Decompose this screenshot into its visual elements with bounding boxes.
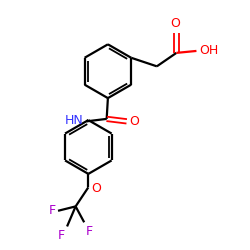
Text: F: F (48, 204, 56, 217)
Text: F: F (86, 225, 92, 238)
Text: O: O (170, 17, 180, 30)
Text: HN: HN (65, 114, 84, 126)
Text: O: O (91, 182, 101, 195)
Text: OH: OH (199, 44, 218, 58)
Text: F: F (58, 229, 65, 242)
Text: O: O (130, 115, 140, 128)
